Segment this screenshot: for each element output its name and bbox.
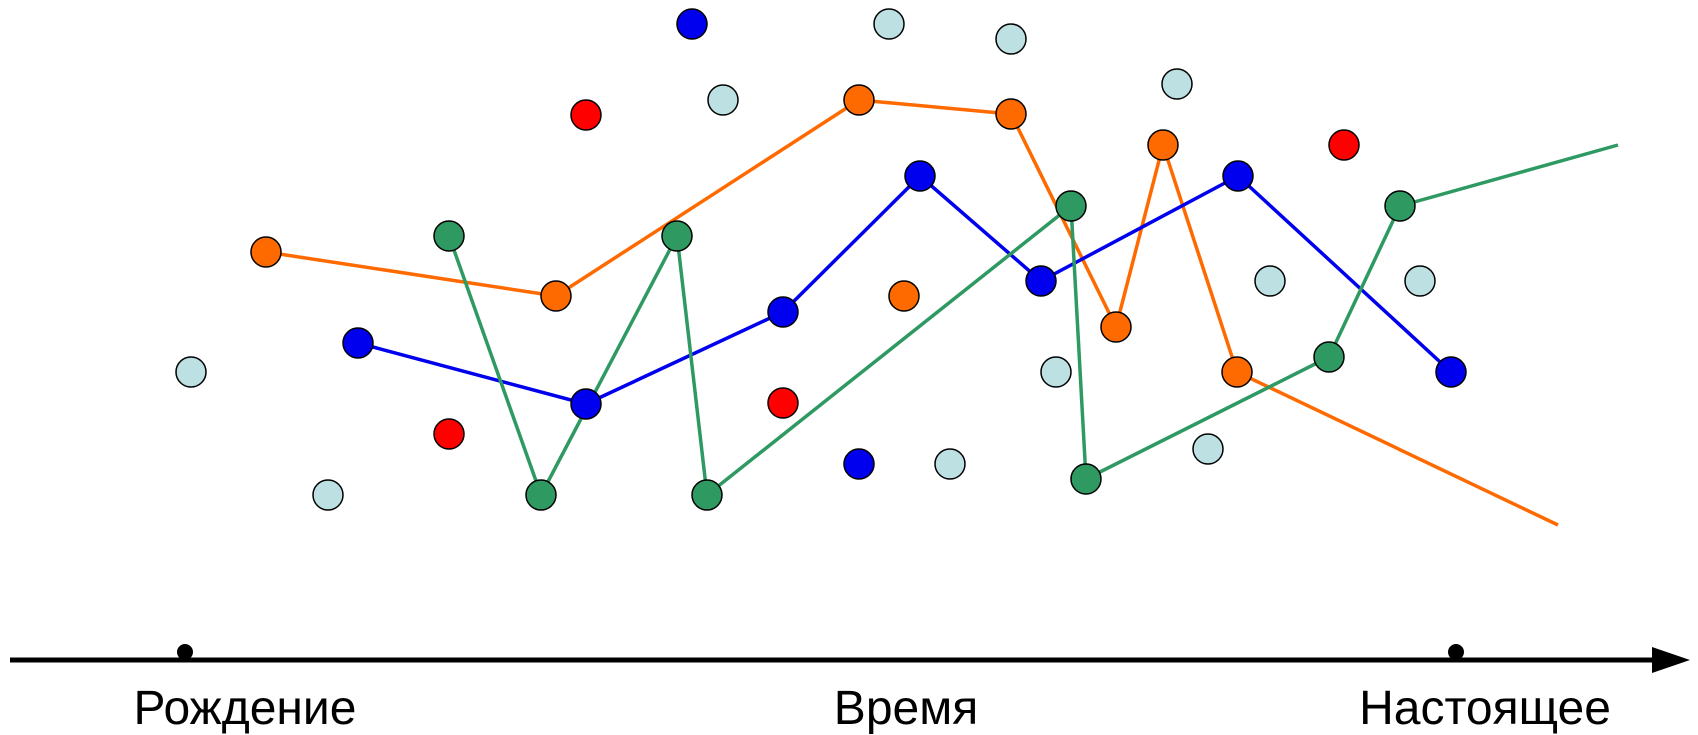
blue-path-dot [570,388,602,420]
red-event-dot [433,418,465,450]
time-label: Время [834,682,978,735]
orange-path-line [265,98,1559,527]
light-event-dot [995,23,1027,55]
light-event-dot [175,356,207,388]
birth-label: Рождение [134,682,357,735]
green-path-dot [525,479,557,511]
red-event-dot [570,99,602,131]
blue-path-dot [1435,356,1467,388]
green-path-line [447,143,1619,497]
light-event-dot [1254,265,1286,297]
blue-path-dot [1222,160,1254,192]
blue-path-dot [342,327,374,359]
birth-marker [177,644,193,660]
orange-path-dot [995,98,1027,130]
orange-event-dot [888,280,920,312]
red-event-dot [767,387,799,419]
green-path-dot [1055,190,1087,222]
orange-path-dot [1221,356,1253,388]
present-marker [1448,644,1464,660]
light-event-dot [1404,265,1436,297]
green-path-dot [691,479,723,511]
green-path-dot [1313,341,1345,373]
orange-path-dot [250,236,282,268]
light-event-dot [873,8,905,40]
green-path-dot [1384,190,1416,222]
green-path-dot [661,220,693,252]
orange-path-dot [1147,129,1179,161]
blue-event-dot [676,8,708,40]
light-event-dot [1040,356,1072,388]
blue-path-dot [767,296,799,328]
light-event-dot [934,448,966,480]
blue-path-dot [904,160,936,192]
orange-path-dot [540,280,572,312]
present-label: Настоящее [1359,682,1611,735]
light-event-dot [312,479,344,511]
light-event-dot [1161,68,1193,100]
time-axis-arrowhead [1652,647,1690,673]
orange-path-dot [1100,311,1132,343]
event-dots [175,8,1467,511]
orange-path-dot [843,84,875,116]
light-event-dot [707,84,739,116]
green-path-dot [433,220,465,252]
blue-path-dot [1025,265,1057,297]
green-path-dot [1070,463,1102,495]
blue-event-dot [843,448,875,480]
red-event-dot [1328,129,1360,161]
light-event-dot [1192,433,1224,465]
